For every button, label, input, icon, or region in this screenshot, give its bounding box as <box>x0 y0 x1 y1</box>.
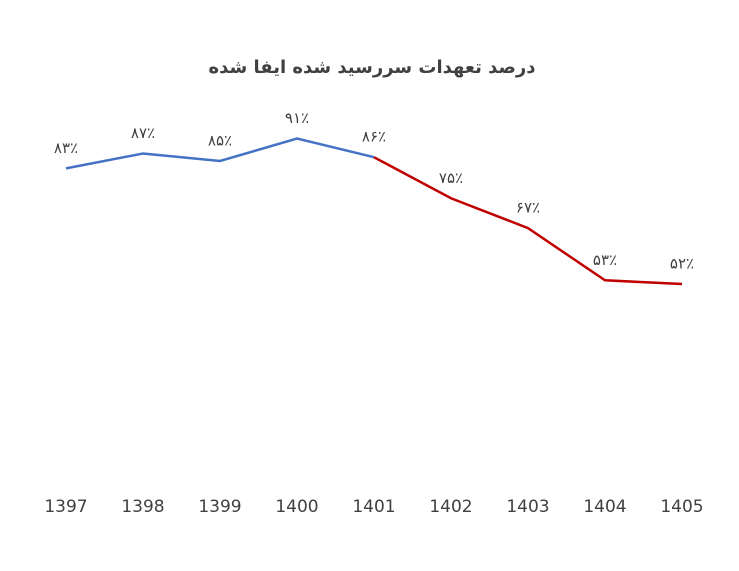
line-series <box>65 137 375 170</box>
x-tick-label: 1397 <box>44 497 87 517</box>
data-label: ۸۵٪ <box>208 131 232 149</box>
x-tick-label: 1405 <box>660 497 703 517</box>
chart-title: درصد تعهدات سررسید شده ایفا شده <box>209 57 536 78</box>
data-label: ۶۷٪ <box>516 199 540 217</box>
data-label: ۸۷٪ <box>131 124 155 142</box>
data-label: ۵۲٪ <box>670 255 694 273</box>
line-series <box>373 156 683 286</box>
x-tick-label: 1398 <box>121 497 164 517</box>
data-label: ۷۵٪ <box>439 169 463 187</box>
x-tick-label: 1402 <box>429 497 472 517</box>
data-label: ۸۳٪ <box>54 139 78 157</box>
x-tick-label: 1403 <box>506 497 549 517</box>
data-label: ۹۱٪ <box>285 109 309 127</box>
x-tick-label: 1400 <box>275 497 318 517</box>
data-label: ۵۳٪ <box>593 251 617 269</box>
x-tick-label: 1399 <box>198 497 241 517</box>
data-label: ۸۶٪ <box>362 128 386 146</box>
x-tick-label: 1401 <box>352 497 395 517</box>
x-tick-label: 1404 <box>583 497 626 517</box>
